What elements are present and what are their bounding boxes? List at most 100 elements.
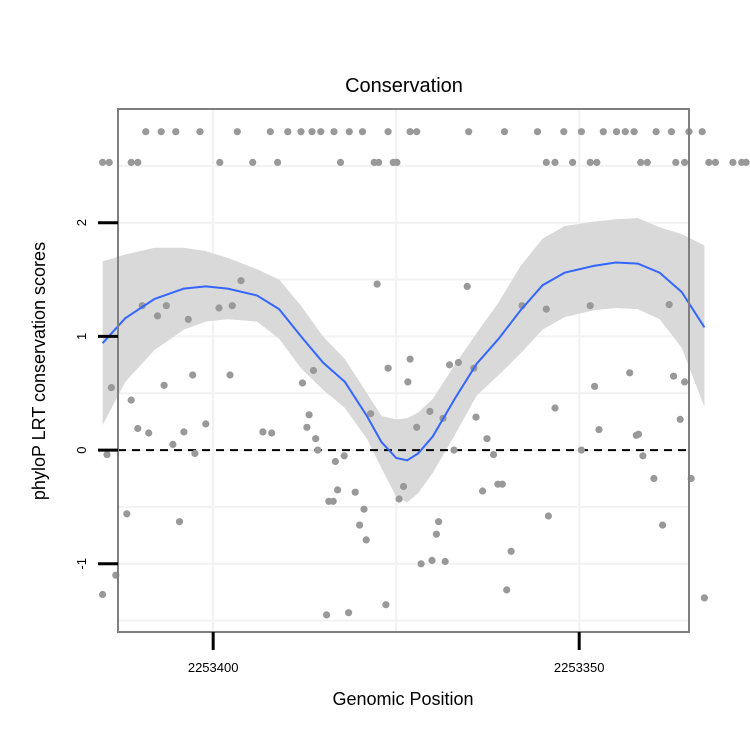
data-point (351, 488, 359, 496)
data-point (479, 487, 487, 495)
data-point (309, 366, 318, 375)
data-point (160, 381, 168, 389)
data-point (393, 158, 401, 166)
x-axis: 225340022533502253300 (188, 632, 605, 675)
data-point (621, 128, 629, 136)
data-point (127, 158, 135, 166)
data-point (123, 510, 131, 518)
data-point (413, 423, 421, 431)
data-point (202, 420, 210, 428)
data-point (612, 128, 621, 136)
data-point (134, 424, 142, 433)
y-axis-title: phyloP LRT conservation scores (29, 242, 49, 500)
data-point (323, 611, 331, 619)
data-point (634, 430, 643, 438)
data-point (705, 158, 713, 166)
data-point (382, 601, 390, 609)
data-point (312, 435, 320, 443)
data-point (637, 158, 645, 166)
data-point (586, 302, 594, 310)
data-point (226, 371, 234, 379)
data-point (569, 158, 577, 166)
data-point (489, 451, 498, 459)
data-point (599, 128, 607, 136)
data-point (356, 521, 364, 529)
data-point (237, 277, 245, 285)
data-point (169, 440, 177, 448)
data-point (472, 413, 480, 421)
data-point (593, 158, 601, 166)
data-point (577, 128, 586, 136)
data-point (542, 158, 550, 166)
data-point (711, 158, 720, 166)
data-point (330, 128, 338, 136)
data-point (626, 369, 634, 377)
smooth-line (101, 261, 706, 462)
data-point (650, 474, 658, 483)
y-tick-label: -1 (74, 558, 89, 570)
data-point (157, 128, 165, 136)
data-point (127, 396, 135, 404)
y-tick-label: 0 (74, 446, 89, 453)
data-point (105, 158, 113, 166)
data-point (446, 361, 454, 369)
data-point (145, 429, 153, 437)
data-point (107, 384, 115, 392)
data-point (665, 301, 673, 309)
data-point (586, 158, 594, 166)
data-point (375, 158, 383, 166)
data-points (99, 128, 750, 619)
data-point (196, 128, 204, 136)
data-point (99, 158, 107, 166)
data-point (172, 128, 180, 136)
data-point (428, 556, 436, 565)
data-point (284, 128, 292, 136)
data-point (175, 518, 184, 526)
data-point (268, 429, 276, 437)
data-point (595, 426, 603, 434)
data-point (465, 128, 473, 136)
data-point (681, 158, 689, 166)
data-point (297, 128, 305, 136)
data-point (533, 128, 542, 136)
data-point (259, 428, 267, 436)
data-point (498, 480, 506, 488)
data-point (180, 428, 188, 436)
data-point (308, 128, 316, 136)
data-point (298, 379, 307, 387)
data-point (729, 158, 737, 166)
data-point (362, 536, 370, 544)
data-point (184, 315, 192, 323)
data-point (314, 446, 322, 454)
data-point (672, 158, 680, 166)
data-point (652, 128, 660, 136)
data-point (228, 302, 236, 310)
data-point (233, 128, 241, 136)
data-point (551, 158, 559, 166)
data-point (329, 497, 337, 505)
data-point (591, 382, 599, 390)
data-point (450, 446, 458, 454)
data-point (334, 486, 342, 494)
data-point (503, 586, 511, 594)
data-point (406, 128, 414, 136)
data-point (142, 128, 150, 136)
panel-border (117, 108, 690, 633)
data-point (340, 452, 348, 460)
data-point (435, 518, 443, 526)
data-point (698, 128, 706, 136)
data-point (560, 128, 568, 136)
data-point (667, 128, 676, 136)
data-point (274, 158, 282, 166)
y-axis: -1 0 1 2 (74, 219, 118, 570)
data-point (303, 423, 311, 431)
data-point (367, 410, 375, 418)
data-point (483, 435, 491, 443)
x-tick-label: 2253400 (188, 660, 239, 675)
data-point (317, 128, 325, 136)
plot-panel (99, 108, 750, 633)
data-point (345, 609, 353, 617)
data-point (331, 457, 339, 466)
data-point (630, 128, 638, 136)
